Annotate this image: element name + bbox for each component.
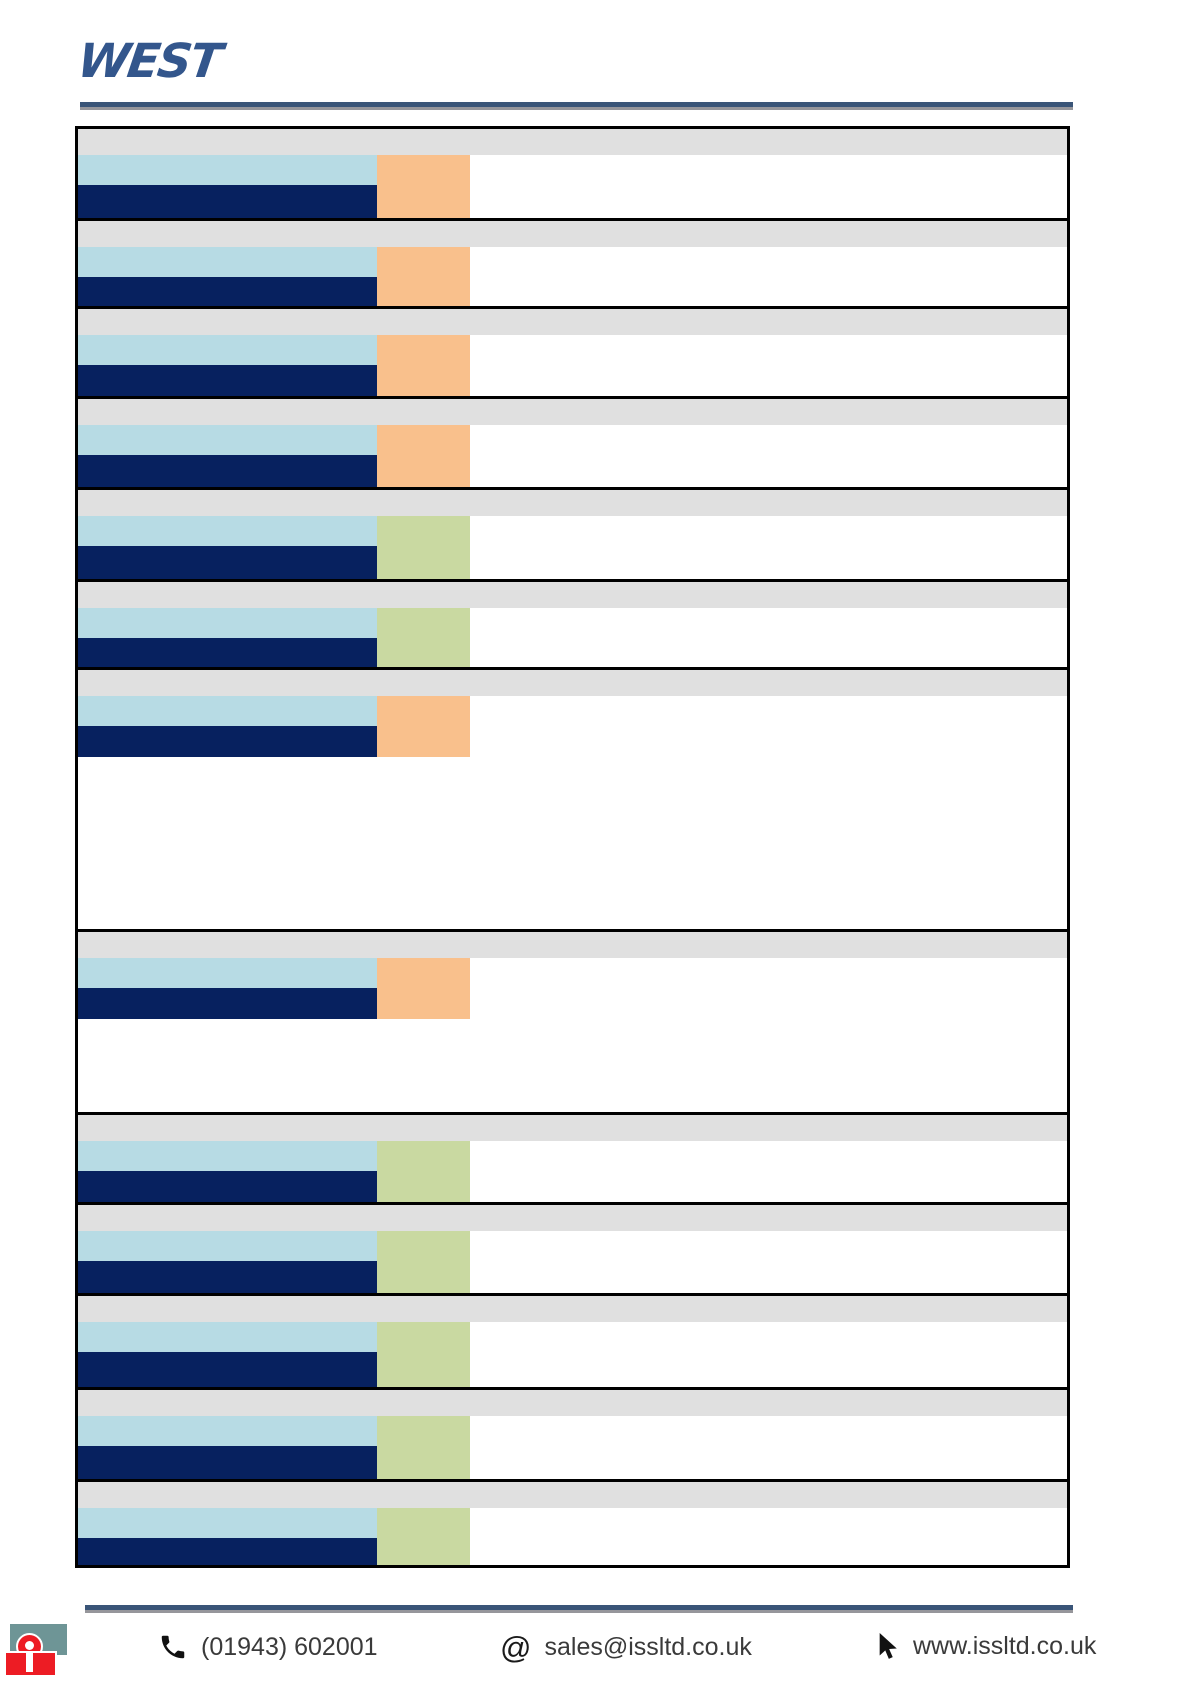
table-row: [78, 579, 1067, 667]
row-bar-light: [78, 958, 377, 988]
email-address[interactable]: sales@issltd.co.uk: [544, 1633, 752, 1661]
row-bar-light: [78, 335, 377, 365]
row-bar-light: [78, 155, 377, 185]
row-bar-dark: [78, 277, 377, 306]
row-bar-dark: [78, 1352, 377, 1387]
table-row: [78, 396, 1067, 487]
row-placeholder-bars: [78, 1322, 377, 1387]
west-logo: WEST: [74, 34, 224, 89]
row-accent-block-orange: [377, 155, 470, 218]
row-bar-light: [78, 516, 377, 546]
row-bar-dark: [78, 546, 377, 579]
row-bar-light: [78, 1231, 377, 1261]
row-header-strip: [78, 399, 1067, 425]
row-bar-light: [78, 425, 377, 455]
row-accent-block-green: [377, 608, 470, 667]
row-header-strip: [78, 129, 1067, 155]
row-placeholder-bars: [78, 335, 377, 396]
iss-logo-i-dot: [25, 1641, 34, 1650]
row-accent-block-orange: [377, 425, 470, 487]
row-placeholder-bars: [78, 516, 377, 579]
row-accent-block-orange: [377, 335, 470, 396]
at-icon: @: [500, 1630, 532, 1665]
row-bar-light: [78, 608, 377, 638]
row-bar-dark: [78, 726, 377, 757]
table-row: [78, 129, 1067, 218]
phone-number[interactable]: (01943) 602001: [201, 1632, 378, 1661]
row-placeholder-bars: [78, 1231, 377, 1293]
iss-logo-i-stem: [26, 1653, 33, 1672]
row-header-strip: [78, 932, 1067, 958]
footer-divider-bottom: [85, 1610, 1073, 1613]
spec-table: [75, 126, 1070, 1568]
table-row: [78, 929, 1067, 1112]
row-placeholder-bars: [78, 247, 377, 306]
table-row: [78, 1202, 1067, 1293]
header-divider-bottom: [80, 107, 1073, 110]
row-bar-dark: [78, 455, 377, 487]
row-accent-block-green: [377, 1231, 470, 1293]
row-bar-dark: [78, 1446, 377, 1479]
row-header-strip: [78, 221, 1067, 247]
row-bar-dark: [78, 1171, 377, 1202]
row-bar-dark: [78, 988, 377, 1019]
table-row: [78, 1293, 1067, 1387]
row-bar-light: [78, 1322, 377, 1352]
table-row: [78, 1387, 1067, 1479]
row-accent-block-orange: [377, 247, 470, 306]
row-placeholder-bars: [78, 696, 377, 757]
row-accent-block-green: [377, 1416, 470, 1479]
row-placeholder-bars: [78, 425, 377, 487]
phone-icon: [158, 1632, 188, 1662]
table-row: [78, 1112, 1067, 1202]
row-accent-block-green: [377, 1141, 470, 1202]
footer-divider-top: [85, 1605, 1073, 1610]
row-bar-dark: [78, 185, 377, 218]
row-placeholder-bars: [78, 1141, 377, 1202]
row-placeholder-bars: [78, 1416, 377, 1479]
row-header-strip: [78, 1296, 1067, 1322]
row-accent-block-orange: [377, 958, 470, 1019]
footer-divider: [85, 1605, 1073, 1613]
row-bar-light: [78, 696, 377, 726]
website-url[interactable]: www.issltd.co.uk: [913, 1632, 1097, 1660]
row-placeholder-bars: [78, 608, 377, 667]
table-row: [78, 218, 1067, 306]
row-bar-dark: [78, 1538, 377, 1565]
iss-logo: [4, 1624, 70, 1684]
row-header-strip: [78, 309, 1067, 335]
row-placeholder-bars: [78, 155, 377, 218]
row-header-strip: [78, 582, 1067, 608]
row-bar-light: [78, 247, 377, 277]
table-row: [78, 1479, 1067, 1565]
row-bar-light: [78, 1141, 377, 1171]
row-bar-dark: [78, 365, 377, 396]
cursor-icon: [878, 1632, 900, 1661]
row-accent-block-green: [377, 516, 470, 579]
row-bar-dark: [78, 1261, 377, 1293]
row-header-strip: [78, 1115, 1067, 1141]
row-header-strip: [78, 670, 1067, 696]
row-header-strip: [78, 1482, 1067, 1508]
header-divider: [80, 102, 1073, 110]
row-accent-block-green: [377, 1322, 470, 1387]
row-header-strip: [78, 1390, 1067, 1416]
row-accent-block-orange: [377, 696, 470, 757]
row-bar-light: [78, 1416, 377, 1446]
phone-contact[interactable]: (01943) 602001: [158, 1632, 378, 1662]
email-contact[interactable]: @ sales@issltd.co.uk: [500, 1632, 752, 1663]
table-row: [78, 306, 1067, 396]
row-placeholder-bars: [78, 1508, 377, 1565]
row-header-strip: [78, 1205, 1067, 1231]
website-contact[interactable]: www.issltd.co.uk: [878, 1632, 1096, 1661]
row-header-strip: [78, 490, 1067, 516]
row-bar-light: [78, 1508, 377, 1538]
row-bar-dark: [78, 638, 377, 667]
table-row: [78, 667, 1067, 929]
table-row: [78, 487, 1067, 579]
row-placeholder-bars: [78, 958, 377, 1019]
row-accent-block-green: [377, 1508, 470, 1565]
header-divider-top: [80, 102, 1073, 107]
